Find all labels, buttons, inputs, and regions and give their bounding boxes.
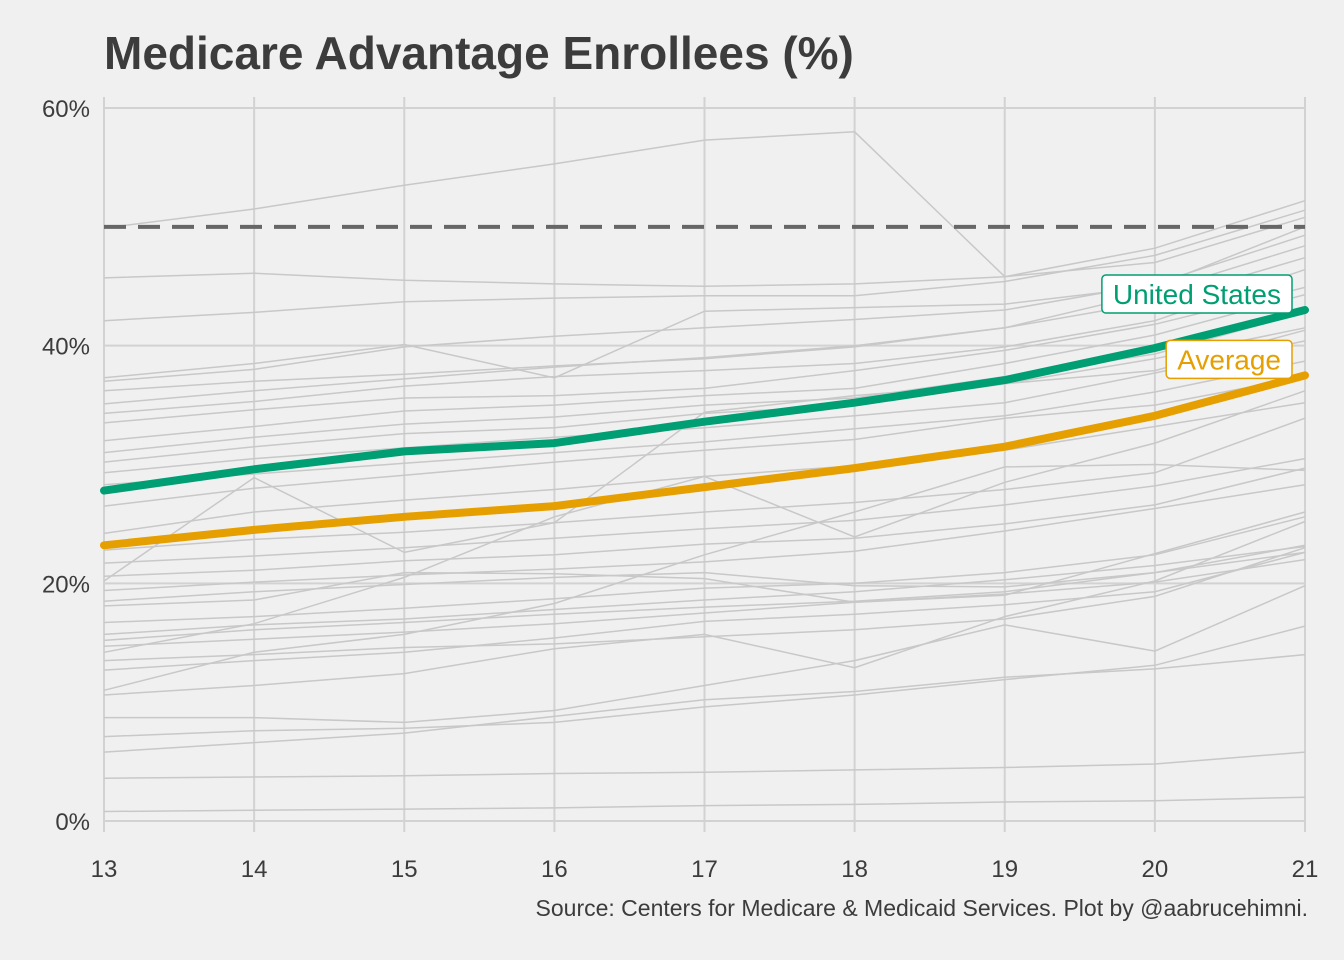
background-series-line: [103, 751, 1306, 779]
background-series-line: [103, 551, 1306, 671]
x-tick-label: 14: [241, 856, 268, 883]
background-series-line: [103, 551, 1306, 642]
y-tick-label: 40%: [42, 334, 90, 361]
background-series-line: [103, 520, 1306, 696]
background-series-line: [103, 653, 1306, 753]
chart-title: Medicare Advantage Enrollees (%): [104, 27, 854, 79]
x-tick-label: 13: [91, 856, 118, 883]
average-label: Average: [1165, 339, 1293, 380]
x-tick-label: 16: [541, 856, 568, 883]
background-series-line: [103, 360, 1306, 486]
background-series-line: [104, 585, 1306, 724]
background-series-line: [103, 544, 1306, 602]
background-series-line: [103, 511, 1306, 607]
background-series-line: [103, 131, 1306, 278]
highlight-series: [100, 306, 1309, 550]
x-tick-label: 18: [841, 856, 868, 883]
x-tick-label: 15: [391, 856, 418, 883]
background-series-line: [103, 558, 1306, 648]
background-series-line: [103, 796, 1306, 813]
background-series-line: [103, 390, 1306, 654]
united-states-label-box: [1101, 274, 1293, 314]
x-tick-label: 21: [1292, 856, 1319, 883]
background-series-line: [103, 375, 1306, 507]
background-series-line: [103, 327, 1306, 463]
background-series-line: [103, 467, 1306, 577]
background-series-line: [103, 546, 1306, 662]
y-tick-label: 60%: [42, 96, 90, 123]
x-tick-label: 19: [991, 856, 1018, 883]
united-states-line: [100, 306, 1309, 495]
y-tick-label: 20%: [42, 571, 90, 598]
source-caption: Source: Centers for Medicare & Medicaid …: [535, 895, 1308, 921]
background-series-line: [103, 209, 1306, 322]
background-series-line: [103, 216, 1306, 288]
average-label-text: Average: [1177, 344, 1281, 375]
axis-labels: 0% 20% 40% 60% 13 14 15 16 17 18 19 20 21: [42, 96, 1318, 883]
average-label-box: [1165, 339, 1293, 380]
background-series-line: [103, 293, 1306, 442]
background-series-line: [103, 457, 1306, 564]
y-tick-label: 0%: [55, 809, 90, 836]
background-series-line: [103, 268, 1306, 415]
united-states-label: United States: [1101, 274, 1293, 314]
background-series-line: [103, 417, 1306, 551]
series-end-labels: United States Average: [1101, 274, 1293, 380]
background-series-line: [103, 286, 1306, 424]
background-series-line: [103, 483, 1306, 592]
background-series-line: [103, 329, 1306, 582]
background-series-line: [103, 625, 1306, 738]
background-series-line: [103, 463, 1306, 692]
x-tick-label: 17: [691, 856, 718, 883]
background-series-line: [103, 340, 1306, 474]
united-states-label-text: United States: [1113, 279, 1281, 310]
background-series-line: [103, 516, 1306, 624]
x-tick-label: 20: [1142, 856, 1169, 883]
average-line: [100, 371, 1309, 550]
background-series-line: [103, 545, 1306, 636]
